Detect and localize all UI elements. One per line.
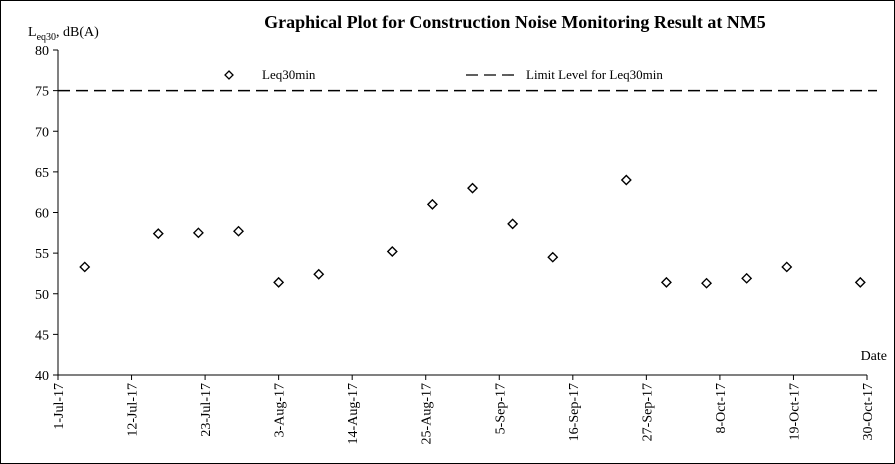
y-axis-label-rest: , dB(A) [56, 25, 99, 40]
data-point-diamond [273, 276, 285, 288]
legend-series-label: Leq30min [262, 67, 316, 82]
data-point-diamond [660, 276, 672, 288]
data-point-diamond [467, 182, 479, 194]
data-points-layer [79, 174, 866, 289]
data-point-diamond [386, 246, 398, 257]
x-tick-label: 3-Aug-17 [273, 383, 288, 437]
legend: Leq30min Limit Level for Leq30min [224, 67, 663, 82]
x-tick-label: 23-Jul-17 [199, 383, 214, 437]
y-axis-label-sub: eq30 [37, 32, 56, 43]
legend-limit-label: Limit Level for Leq30min [526, 67, 663, 82]
data-point-diamond [507, 218, 519, 230]
data-point-diamond [79, 261, 91, 273]
data-point-diamond [620, 174, 632, 186]
y-tick-label: 75 [35, 85, 49, 100]
x-tick-label: 16-Sep-17 [567, 383, 582, 441]
data-point-diamond [152, 228, 164, 240]
x-tick-label: 14-Aug-17 [346, 383, 361, 444]
data-point-diamond [781, 261, 793, 273]
x-tick-label: 1-Jul-17 [52, 383, 67, 430]
x-tick-label: 8-Oct-17 [714, 383, 729, 434]
data-point-diamond [741, 272, 753, 284]
data-point-diamond [701, 277, 713, 289]
data-point-diamond [854, 276, 866, 288]
data-point-diamond [426, 198, 438, 210]
y-axis-label: Leq30, dB(A) [28, 25, 99, 43]
data-point-diamond [547, 251, 559, 263]
data-point-diamond [233, 225, 245, 237]
x-tick-label: 12-Jul-17 [126, 383, 141, 437]
data-point-diamond [192, 227, 204, 239]
y-tick-label: 55 [35, 247, 49, 262]
legend-marker-diamond [224, 70, 234, 80]
y-tick-label: 50 [35, 288, 49, 303]
chart-title: Graphical Plot for Construction Noise Mo… [264, 12, 766, 32]
y-tick-label: 65 [35, 166, 49, 181]
y-tick-label: 60 [35, 207, 49, 222]
x-tick-label: 30-Oct-17 [861, 383, 876, 441]
data-point-diamond [313, 268, 325, 280]
y-tick-label: 80 [35, 44, 49, 59]
y-tick-label: 45 [35, 328, 49, 343]
x-tick-label: 5-Sep-17 [493, 383, 508, 434]
x-axis-label: Date [861, 349, 887, 364]
y-tick-label: 70 [35, 125, 49, 140]
y-axis-label-main: L [28, 25, 37, 40]
x-tick-label: 25-Aug-17 [420, 383, 435, 444]
x-tick-label: 27-Sep-17 [640, 383, 655, 441]
y-tick-label: 40 [35, 369, 49, 384]
x-tick-label: 19-Oct-17 [787, 383, 802, 441]
axes: 40 45 50 55 60 65 70 75 80 1-Jul-17 12-Jul-17 23-Ju… [35, 44, 876, 444]
